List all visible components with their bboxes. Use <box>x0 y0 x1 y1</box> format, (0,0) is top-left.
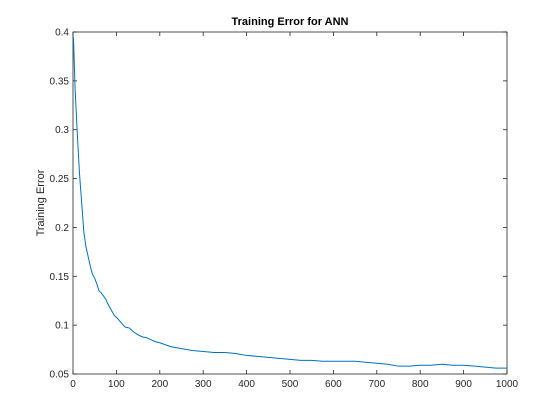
x-tick-label: 100 <box>108 379 125 390</box>
x-tick-label: 500 <box>282 379 299 390</box>
y-axis-label: Training Error <box>35 169 47 236</box>
plot-frame <box>72 31 508 375</box>
y-axis: 0.05 0.1 0.15 0.2 0.25 0.3 0.35 0.4 <box>50 28 507 381</box>
x-tick-label: 300 <box>195 379 212 390</box>
y-tick-label: 0.25 <box>50 174 70 185</box>
y-tick-label: 0.05 <box>50 370 70 381</box>
x-axis: 0 100 200 300 400 500 600 700 800 900 1000 <box>70 32 519 390</box>
series-layer <box>72 36 507 369</box>
y-tick-label: 0.2 <box>55 223 69 234</box>
x-tick-label: 700 <box>368 379 385 390</box>
y-tick-label: 0.15 <box>50 272 70 283</box>
x-tick-label: 400 <box>238 379 255 390</box>
y-tick-label: 0.1 <box>55 321 69 332</box>
plot-axes <box>72 31 508 375</box>
series-line-0 <box>72 36 507 369</box>
x-tick-label: 1000 <box>496 379 519 390</box>
y-tick-label: 0.4 <box>55 28 69 39</box>
y-tick-label: 0.35 <box>50 76 70 87</box>
x-tick-label: 0 <box>70 379 76 390</box>
x-tick-label: 800 <box>412 379 429 390</box>
y-tick-label: 0.3 <box>55 125 69 136</box>
x-tick-label: 200 <box>151 379 168 390</box>
x-tick-label: 900 <box>455 379 472 390</box>
chart-title: Training Error for ANN <box>232 16 349 28</box>
x-tick-label: 600 <box>325 379 342 390</box>
